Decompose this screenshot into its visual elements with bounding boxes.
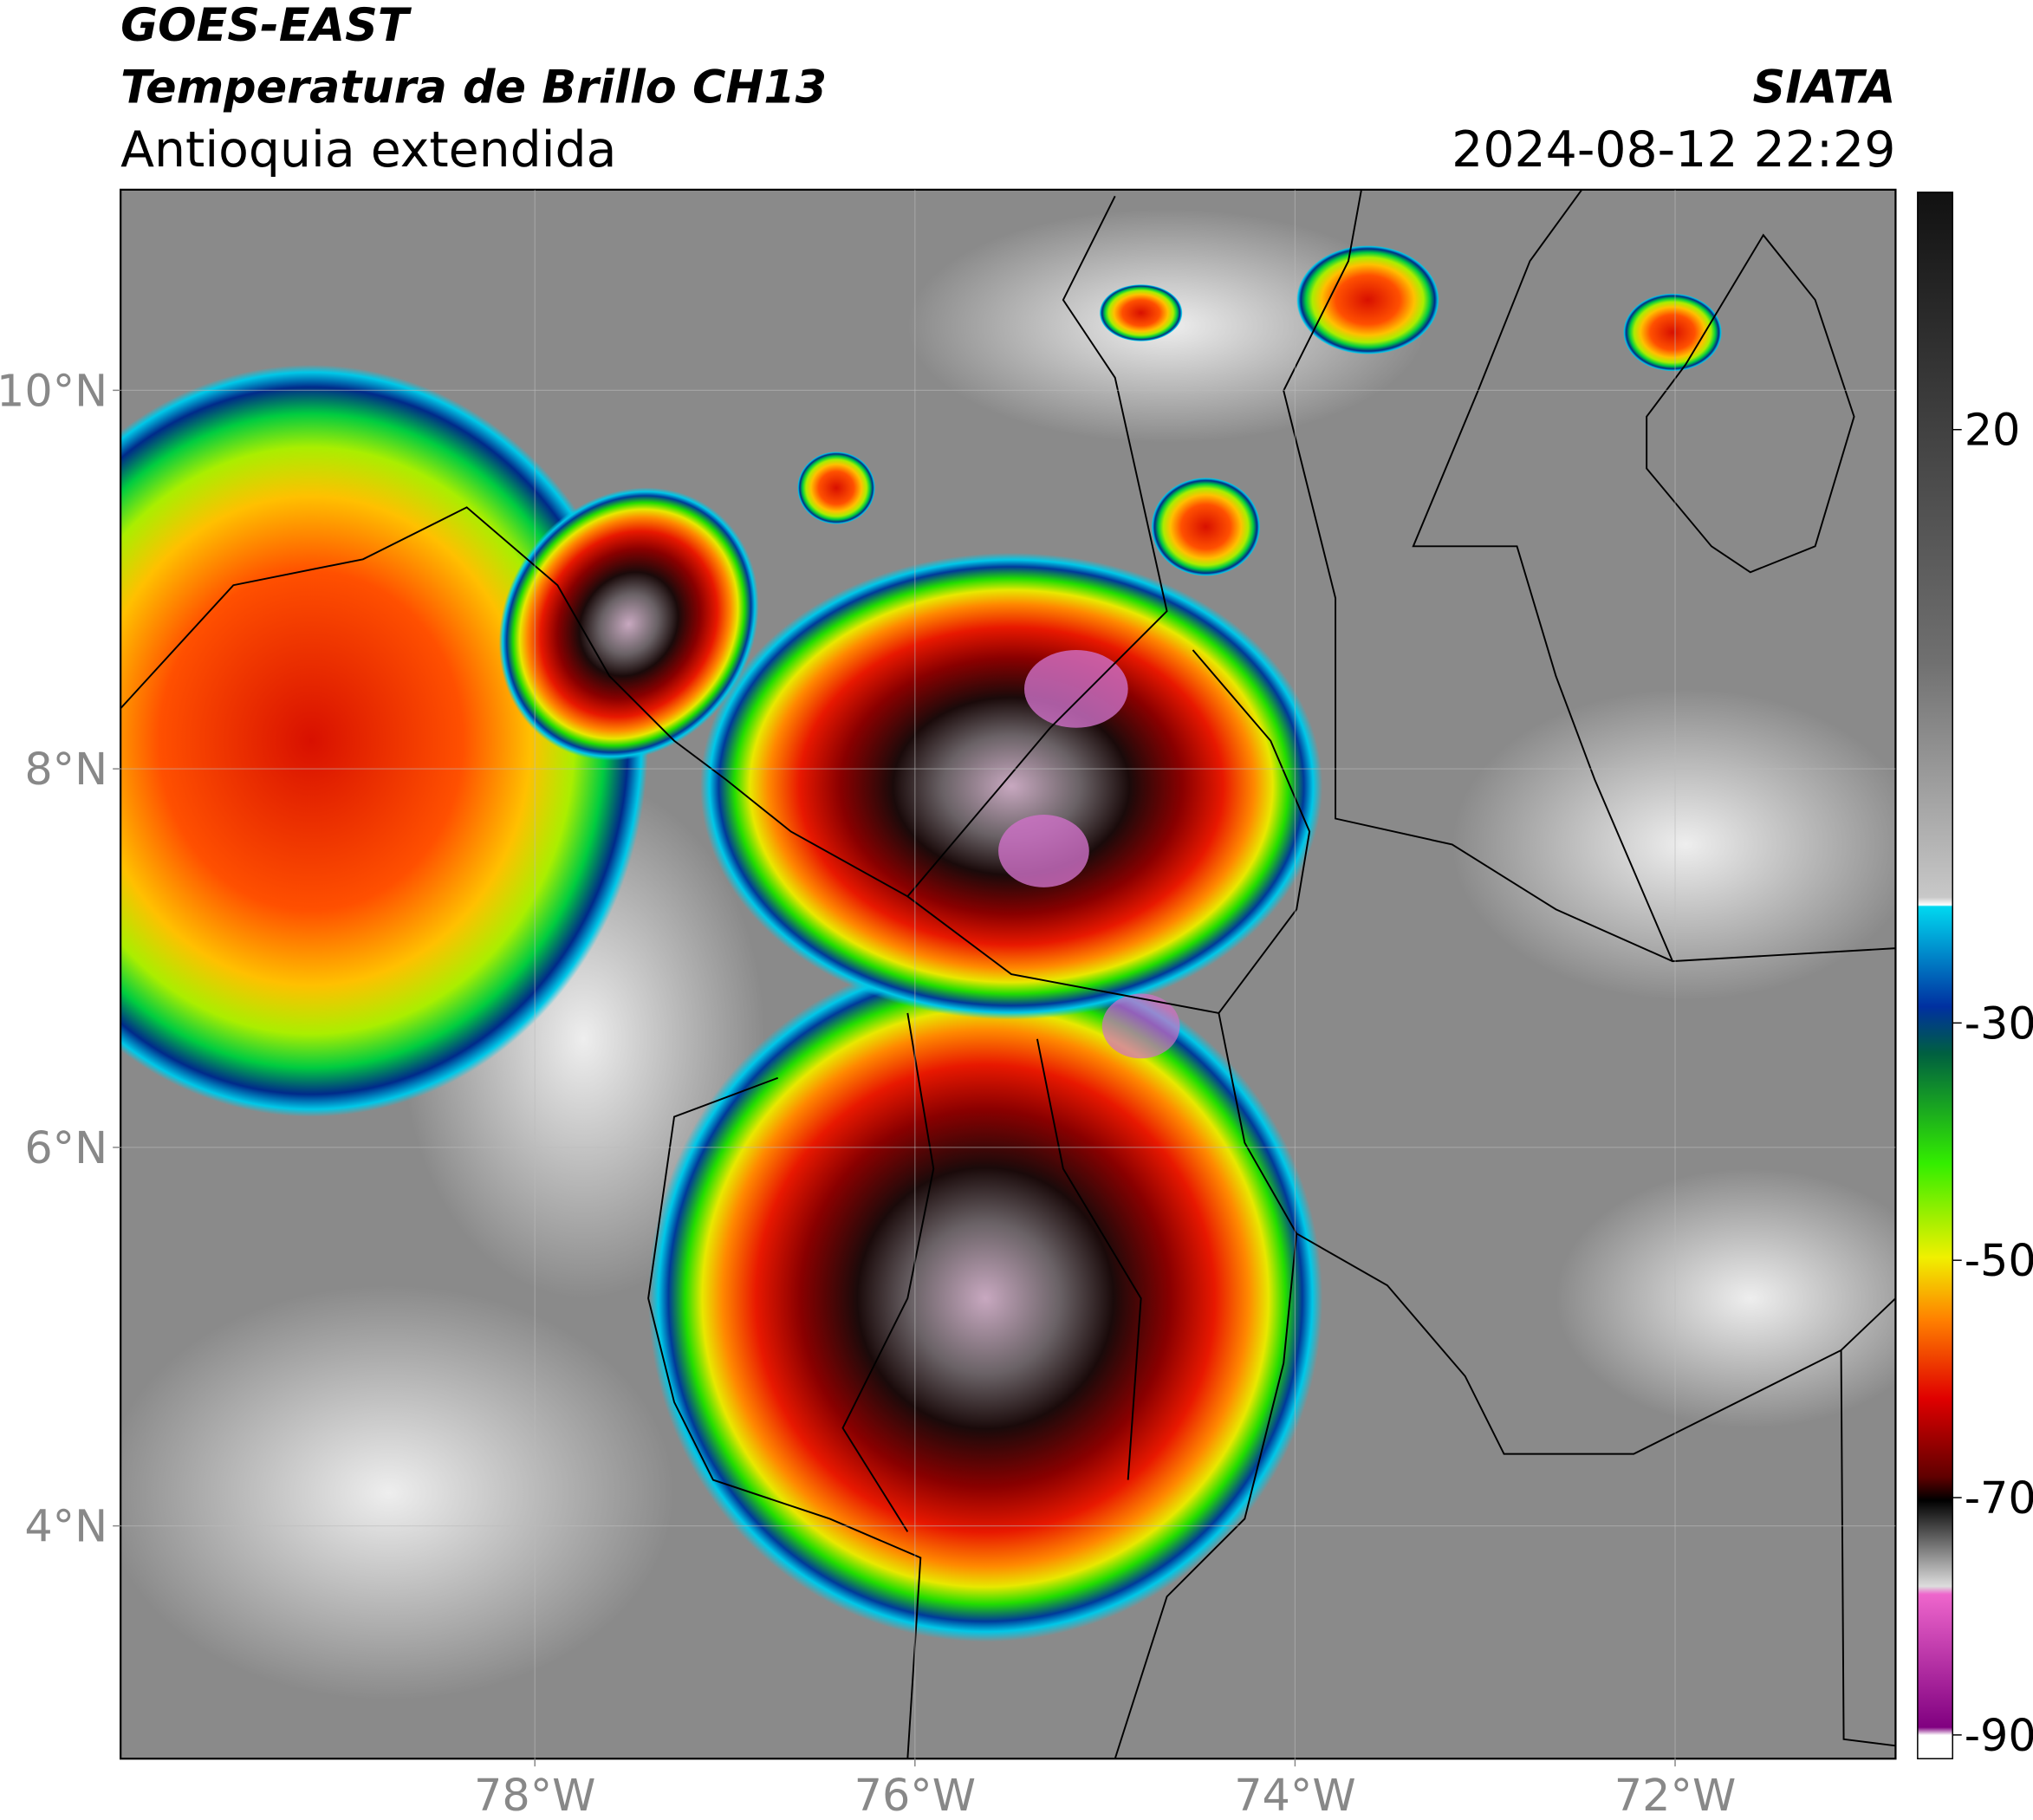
map-frame [120, 188, 1897, 1760]
colorbar-tick-label: -90 [1965, 1710, 2033, 1761]
x-tick-label: 78°W [474, 1770, 595, 1820]
y-tick-label: 10°N [0, 365, 107, 416]
source: SIATA [1753, 62, 1896, 114]
datetime: 2024-08-12 22:29 [1452, 121, 1895, 179]
y-tick-label: 4°N [24, 1501, 107, 1552]
x-tick-label: 72°W [1614, 1770, 1736, 1820]
title: GOES-EAST [120, 0, 412, 52]
map-image [120, 189, 1896, 1759]
region: Antioquia extendida [120, 121, 616, 179]
x-tick-label: 76°W [854, 1770, 976, 1820]
y-tick-label: 6°N [24, 1122, 107, 1173]
y-tick-label: 8°N [24, 744, 107, 795]
colorbar-tick-label: 20 [1965, 405, 2021, 456]
x-tick-label: 74°W [1234, 1770, 1355, 1820]
colorbar [1917, 192, 1953, 1759]
subtitle: Temperatura de Brillo CH13 [120, 62, 827, 114]
colorbar-tick-label: -50 [1965, 1235, 2033, 1286]
colorbar-tick-label: -70 [1965, 1472, 2033, 1524]
colorbar-tick-label: -30 [1965, 998, 2033, 1049]
